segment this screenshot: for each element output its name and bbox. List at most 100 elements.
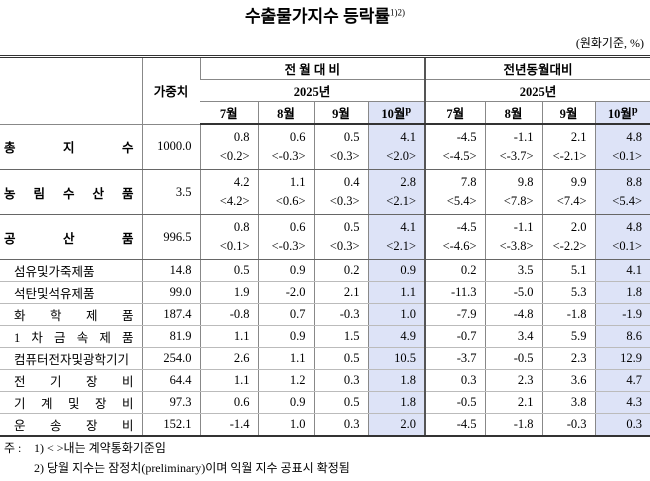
value: 3.6 (570, 373, 587, 387)
value: -1.9 (622, 307, 643, 321)
contract-value: <0.3> (329, 194, 360, 208)
value: 2.3 (517, 373, 534, 387)
group-header: 전년동월대비 (424, 55, 650, 80)
value-cell: 5.3 (541, 281, 596, 304)
value: 10.5 (394, 351, 417, 365)
contract-value: <2.1> (386, 194, 417, 208)
value-cell: -3.7 (424, 347, 486, 370)
value: -5.0 (513, 285, 534, 299)
value-cell: -1.8 (541, 303, 596, 326)
value-cell: 0.8 <0.1> (199, 214, 258, 260)
row-label: 석탄및석유제품 (0, 281, 142, 304)
title-note: 1)2) (390, 7, 405, 18)
row-label: 운 송 장 비 (0, 413, 142, 437)
value-cell: 0.4 <0.3> (313, 169, 368, 215)
value: 1.0 (289, 417, 306, 431)
value: 5.1 (570, 263, 587, 277)
value-cell: -0.5 (424, 391, 486, 414)
value-cell: -0.5 (484, 347, 543, 370)
value: 3.4 (517, 329, 534, 343)
title: 수출물가지수 등락률 (244, 7, 390, 26)
contract-value: <-2.1> (552, 149, 587, 163)
value-cell: 2.0 (367, 413, 426, 437)
value-cell: 2.1 (484, 391, 543, 414)
value: 1.1 (289, 351, 306, 365)
month: 8월 (277, 107, 295, 121)
value: 4.9 (400, 329, 417, 343)
value: -0.8 (229, 307, 250, 321)
note-label: 주 : (4, 441, 22, 455)
table-row: 농 림 수 산 품 3.5 4.2 <4.2> 1.1 <0.6> 0.4 <0.3> 2.8 <… (0, 169, 650, 215)
weight-cell: 14.8 (141, 259, 200, 282)
value-cell: 0.3 (313, 413, 368, 437)
value: -0.5 (456, 395, 477, 409)
notes: 주 : 1) < >내는 계약통화기준임 2) 당월 지수는 잠정치(prelimi… (4, 438, 350, 478)
contract-value: <-0.3> (271, 239, 306, 253)
value: 5.3 (570, 285, 587, 299)
value-cell: 0.6 <-0.3> (257, 214, 314, 260)
value-cell: 0.3 (594, 413, 650, 437)
value: -4.8 (513, 307, 534, 321)
contract-value: <2.1> (386, 239, 417, 253)
header-row: 2025년 2025년 (0, 79, 650, 102)
table-row: 전 기 장 비 64.4 1.1 1.2 0.3 1.8 0.3 2.3 3.6 4.7 (0, 369, 650, 392)
value: 0.5 (343, 395, 360, 409)
contract-value: <0.2> (219, 149, 250, 163)
value-cell: 0.5 (199, 259, 258, 282)
contract-value: <7.4> (556, 194, 587, 208)
weight-cell: 152.1 (141, 413, 200, 437)
prelim-mark: p (405, 104, 412, 116)
row-label: 섬유및가죽제품 (0, 259, 142, 282)
value: 0.8 (233, 130, 250, 144)
value: 0.6 (289, 130, 306, 144)
value-cell: 3.5 (484, 259, 543, 282)
value-cell: -5.0 (484, 281, 543, 304)
contract-value: <-3.8> (499, 239, 534, 253)
value-cell: 9.9 <7.4> (541, 169, 596, 215)
table-row: 기 계 및 장 비 97.3 0.6 0.9 0.5 1.8 -0.5 2.1 3.8 4.3 (0, 391, 650, 414)
value: 0.3 (343, 417, 360, 431)
value-cell: 3.4 (484, 325, 543, 348)
value-cell: 8.6 (594, 325, 650, 348)
value: -0.3 (566, 417, 587, 431)
value-cell: -11.3 (424, 281, 486, 304)
value: 0.8 (233, 220, 250, 234)
table-row: 총 지 수 1000.0 0.8 <0.2> 0.6 <-0.3> 0.5 <0.3> 4.1 <… (0, 124, 650, 170)
note-line: 주 : 1) < >내는 계약통화기준임 (4, 438, 350, 458)
value: 0.5 (343, 351, 360, 365)
weight-cell: 996.5 (141, 214, 200, 260)
weight-header: 가중치 (141, 55, 200, 125)
weight-cell: 1000.0 (141, 124, 200, 170)
value: 0.3 (343, 373, 360, 387)
month-header: 9월 (541, 101, 596, 125)
value-cell: 2.0 <-2.2> (541, 214, 596, 260)
value-cell: 1.8 (367, 391, 426, 414)
row-label: 기 계 및 장 비 (0, 391, 142, 414)
contract-value: <0.6> (275, 194, 306, 208)
value: -1.4 (229, 417, 250, 431)
month: 10월 (381, 107, 406, 121)
value-cell: 5.1 (541, 259, 596, 282)
value: 0.6 (289, 220, 306, 234)
value-cell: -1.9 (594, 303, 650, 326)
value: 1.0 (400, 307, 417, 321)
month-header: 7월 (200, 101, 258, 125)
month: 7월 (446, 107, 465, 121)
contract-value: <-0.3> (271, 149, 306, 163)
value: -7.9 (456, 307, 477, 321)
value: 0.9 (400, 263, 417, 277)
table-body: 총 지 수 1000.0 0.8 <0.2> 0.6 <-0.3> 0.5 <0.3> 4.1 <… (0, 124, 650, 437)
value: -1.8 (566, 307, 587, 321)
value: 4.1 (626, 263, 643, 277)
weight-cell: 81.9 (141, 325, 200, 348)
value-cell: 0.5 <0.3> (313, 214, 368, 260)
corner-cell (0, 55, 142, 125)
value: 9.9 (570, 175, 587, 189)
value: 2.1 (343, 285, 360, 299)
value: 0.7 (289, 307, 306, 321)
month: 9월 (559, 107, 578, 121)
value-cell: 8.8 <5.4> (594, 169, 650, 215)
value-cell: -0.3 (313, 303, 368, 326)
value: -4.5 (456, 417, 477, 431)
